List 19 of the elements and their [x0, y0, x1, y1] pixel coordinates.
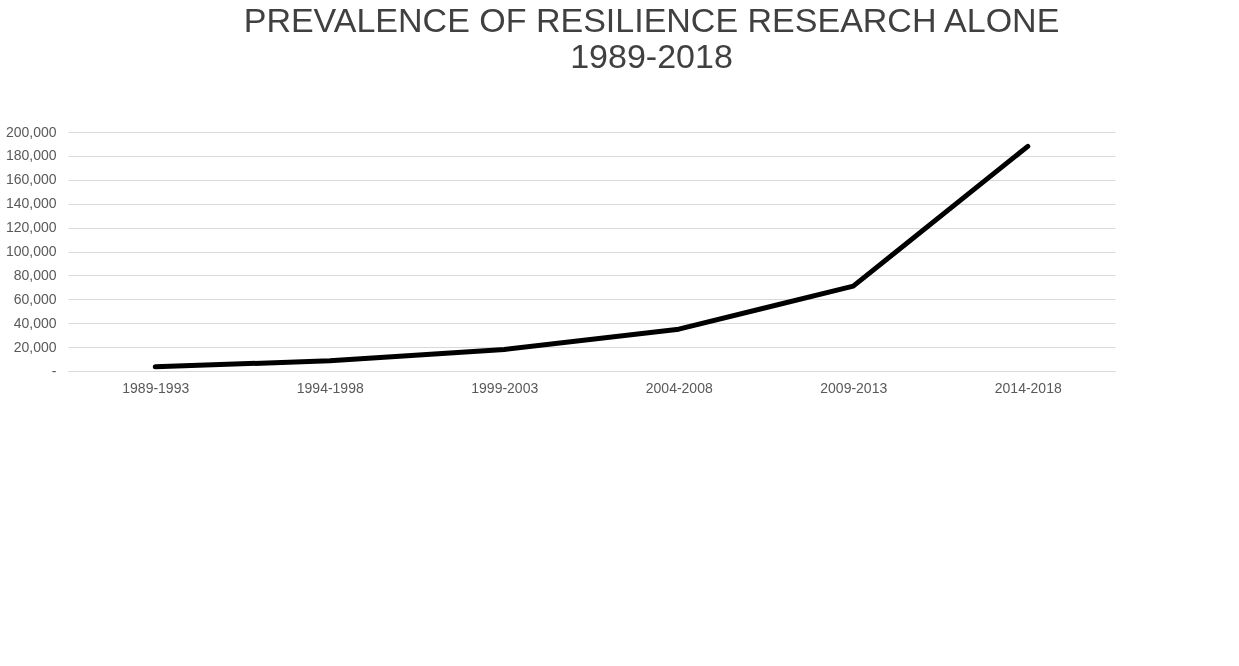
- y-tick-label: 200,000: [5, 123, 57, 140]
- y-tick-label: 20,000: [13, 338, 57, 355]
- y-tick-label: 160,000: [5, 171, 57, 188]
- y-tick-label: 180,000: [5, 147, 57, 164]
- x-tick-label: 1999-2003: [471, 379, 539, 396]
- x-tick-label: 1989-1993: [122, 379, 190, 396]
- text: 1989-2018: [570, 37, 733, 75]
- x-tick-label: 2009-2013: [820, 379, 888, 396]
- y-tick-label: 80,000: [13, 266, 57, 283]
- text: PREVALENCE OF RESILIENCE RESEARCH ALONE: [243, 1, 1060, 39]
- x-tick-label: 2004-2008: [645, 379, 713, 396]
- x-tick-label: 1994-1998: [296, 379, 364, 396]
- y-tick-label: 60,000: [13, 290, 57, 307]
- y-tick-label: -: [51, 362, 57, 379]
- y-tick-label: 120,000: [5, 219, 57, 236]
- y-tick-label: 40,000: [13, 314, 57, 331]
- y-tick-label: 100,000: [5, 243, 57, 259]
- x-tick-label: 2014-2018: [994, 379, 1062, 396]
- y-tick-label: 140,000: [5, 195, 57, 212]
